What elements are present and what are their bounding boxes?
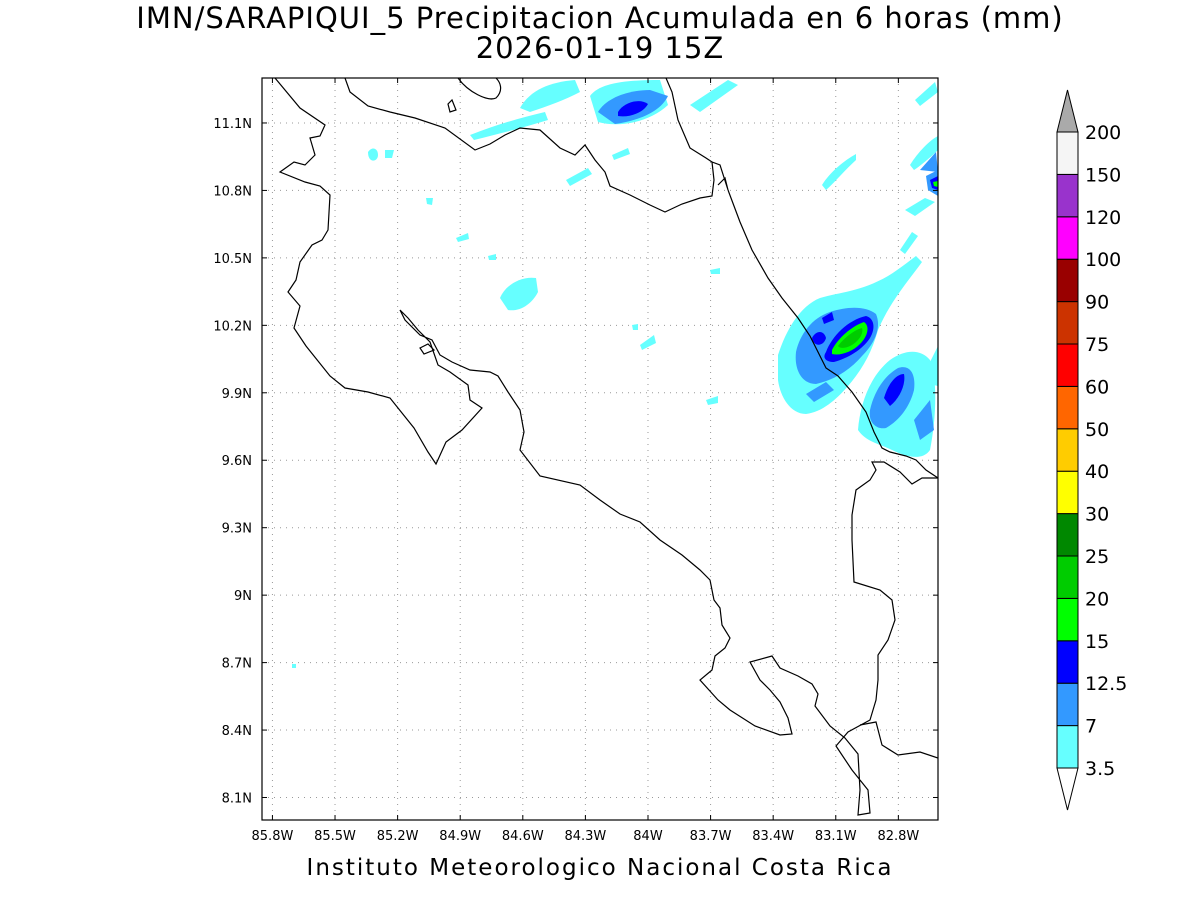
lon-tick-label: 83.7W [690, 829, 732, 844]
lat-tick-label: 9.3N [222, 522, 252, 537]
precip-colorbar: 3.5 7 12.5 15 20 25 30 40 50 60 75 90 100 120 150 200 [1056, 89, 1127, 811]
lon-tick-label: 82.8W [877, 829, 919, 844]
lon-tick-label: 83.4W [752, 829, 794, 844]
colorbar-swatch [1056, 470, 1079, 515]
colorbar-label: 200 [1085, 122, 1121, 144]
colorbar-top-arrow [1056, 89, 1079, 133]
axis-labels: 85.8W 85.5W 85.2W 84.9W 84.6W 84.3W 84W 83.7W 83… [213, 117, 919, 844]
coastline [274, 78, 938, 816]
colorbar-swatch [1056, 173, 1079, 218]
colorbar-label: 3.5 [1085, 758, 1115, 780]
plot-area [262, 78, 938, 820]
lat-tick-label: 8.1N [222, 792, 252, 807]
colorbar-label: 50 [1085, 419, 1109, 441]
lon-tick-label: 83.1W [815, 829, 857, 844]
plot-frame [261, 77, 939, 821]
colorbar-label: 15 [1085, 631, 1109, 653]
colorbar-swatch [1056, 555, 1079, 599]
graticule [262, 78, 938, 820]
colorbar-swatch [1056, 216, 1079, 260]
colorbar-swatch [1056, 131, 1079, 175]
lon-tick-label: 84W [633, 829, 663, 844]
colorbar-label: 25 [1085, 546, 1109, 568]
colorbar-swatch [1056, 385, 1079, 430]
colorbar-label: 120 [1085, 207, 1121, 229]
colorbar-swatch [1056, 258, 1079, 303]
lon-tick-label: 84.6W [502, 829, 544, 844]
colorbar-label: 60 [1085, 376, 1109, 398]
colorbar-swatch [1056, 513, 1079, 557]
colorbar-label: 12.5 [1085, 673, 1127, 695]
colorbar-label: 20 [1085, 588, 1109, 610]
axis-ticks [262, 78, 938, 820]
colorbar-swatch [1056, 682, 1079, 727]
colorbar-swatch [1056, 428, 1079, 472]
lat-tick-label: 9N [234, 589, 252, 604]
colorbar-label: 40 [1085, 461, 1109, 483]
colorbar-swatch [1056, 301, 1079, 345]
lon-tick-label: 85.5W [314, 829, 356, 844]
lat-tick-label: 8.4N [222, 724, 252, 739]
lat-tick-label: 9.6N [222, 454, 252, 469]
lat-tick-label: 9.9N [222, 387, 252, 402]
lon-tick-label: 84.3W [564, 829, 606, 844]
lat-tick-label: 10.2N [213, 319, 252, 334]
colorbar-label: 7 [1085, 716, 1097, 738]
colorbar-swatch [1056, 725, 1079, 769]
colorbar-swatch [1056, 343, 1079, 387]
colorbar-label: 90 [1085, 292, 1109, 314]
lon-tick-label: 85.2W [377, 829, 419, 844]
colorbar-bottom-arrow [1056, 767, 1079, 811]
precip-band-20 [838, 328, 863, 348]
map-datetime: 2026-01-19 15Z [475, 31, 725, 65]
lat-tick-label: 11.1N [213, 117, 252, 132]
precipitation-field [292, 80, 938, 668]
lat-tick-label: 8.7N [222, 657, 252, 672]
colorbar-swatch [1056, 597, 1079, 642]
colorbar-label: 150 [1085, 164, 1121, 186]
lon-tick-label: 84.9W [439, 829, 481, 844]
colorbar-label: 30 [1085, 504, 1109, 526]
colorbar-label: 75 [1085, 334, 1109, 356]
map-title: IMN/SARAPIQUI_5 Precipitacion Acumulada … [136, 1, 1064, 35]
footer-credit: Instituto Meteorologico Nacional Costa R… [306, 855, 894, 881]
lat-tick-label: 10.5N [213, 252, 252, 267]
colorbar-swatch [1056, 640, 1079, 684]
lat-tick-label: 10.8N [213, 184, 252, 199]
lon-tick-label: 85.8W [252, 829, 294, 844]
colorbar-label: 100 [1085, 249, 1121, 271]
